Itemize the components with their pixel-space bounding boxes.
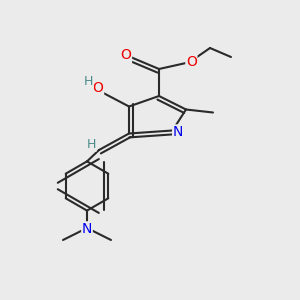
Text: O: O (121, 49, 131, 62)
Text: N: N (173, 125, 183, 139)
Text: O: O (186, 55, 197, 69)
Text: O: O (93, 81, 104, 95)
Text: H: H (87, 138, 96, 151)
Text: N: N (82, 222, 92, 236)
Text: H: H (84, 75, 93, 88)
